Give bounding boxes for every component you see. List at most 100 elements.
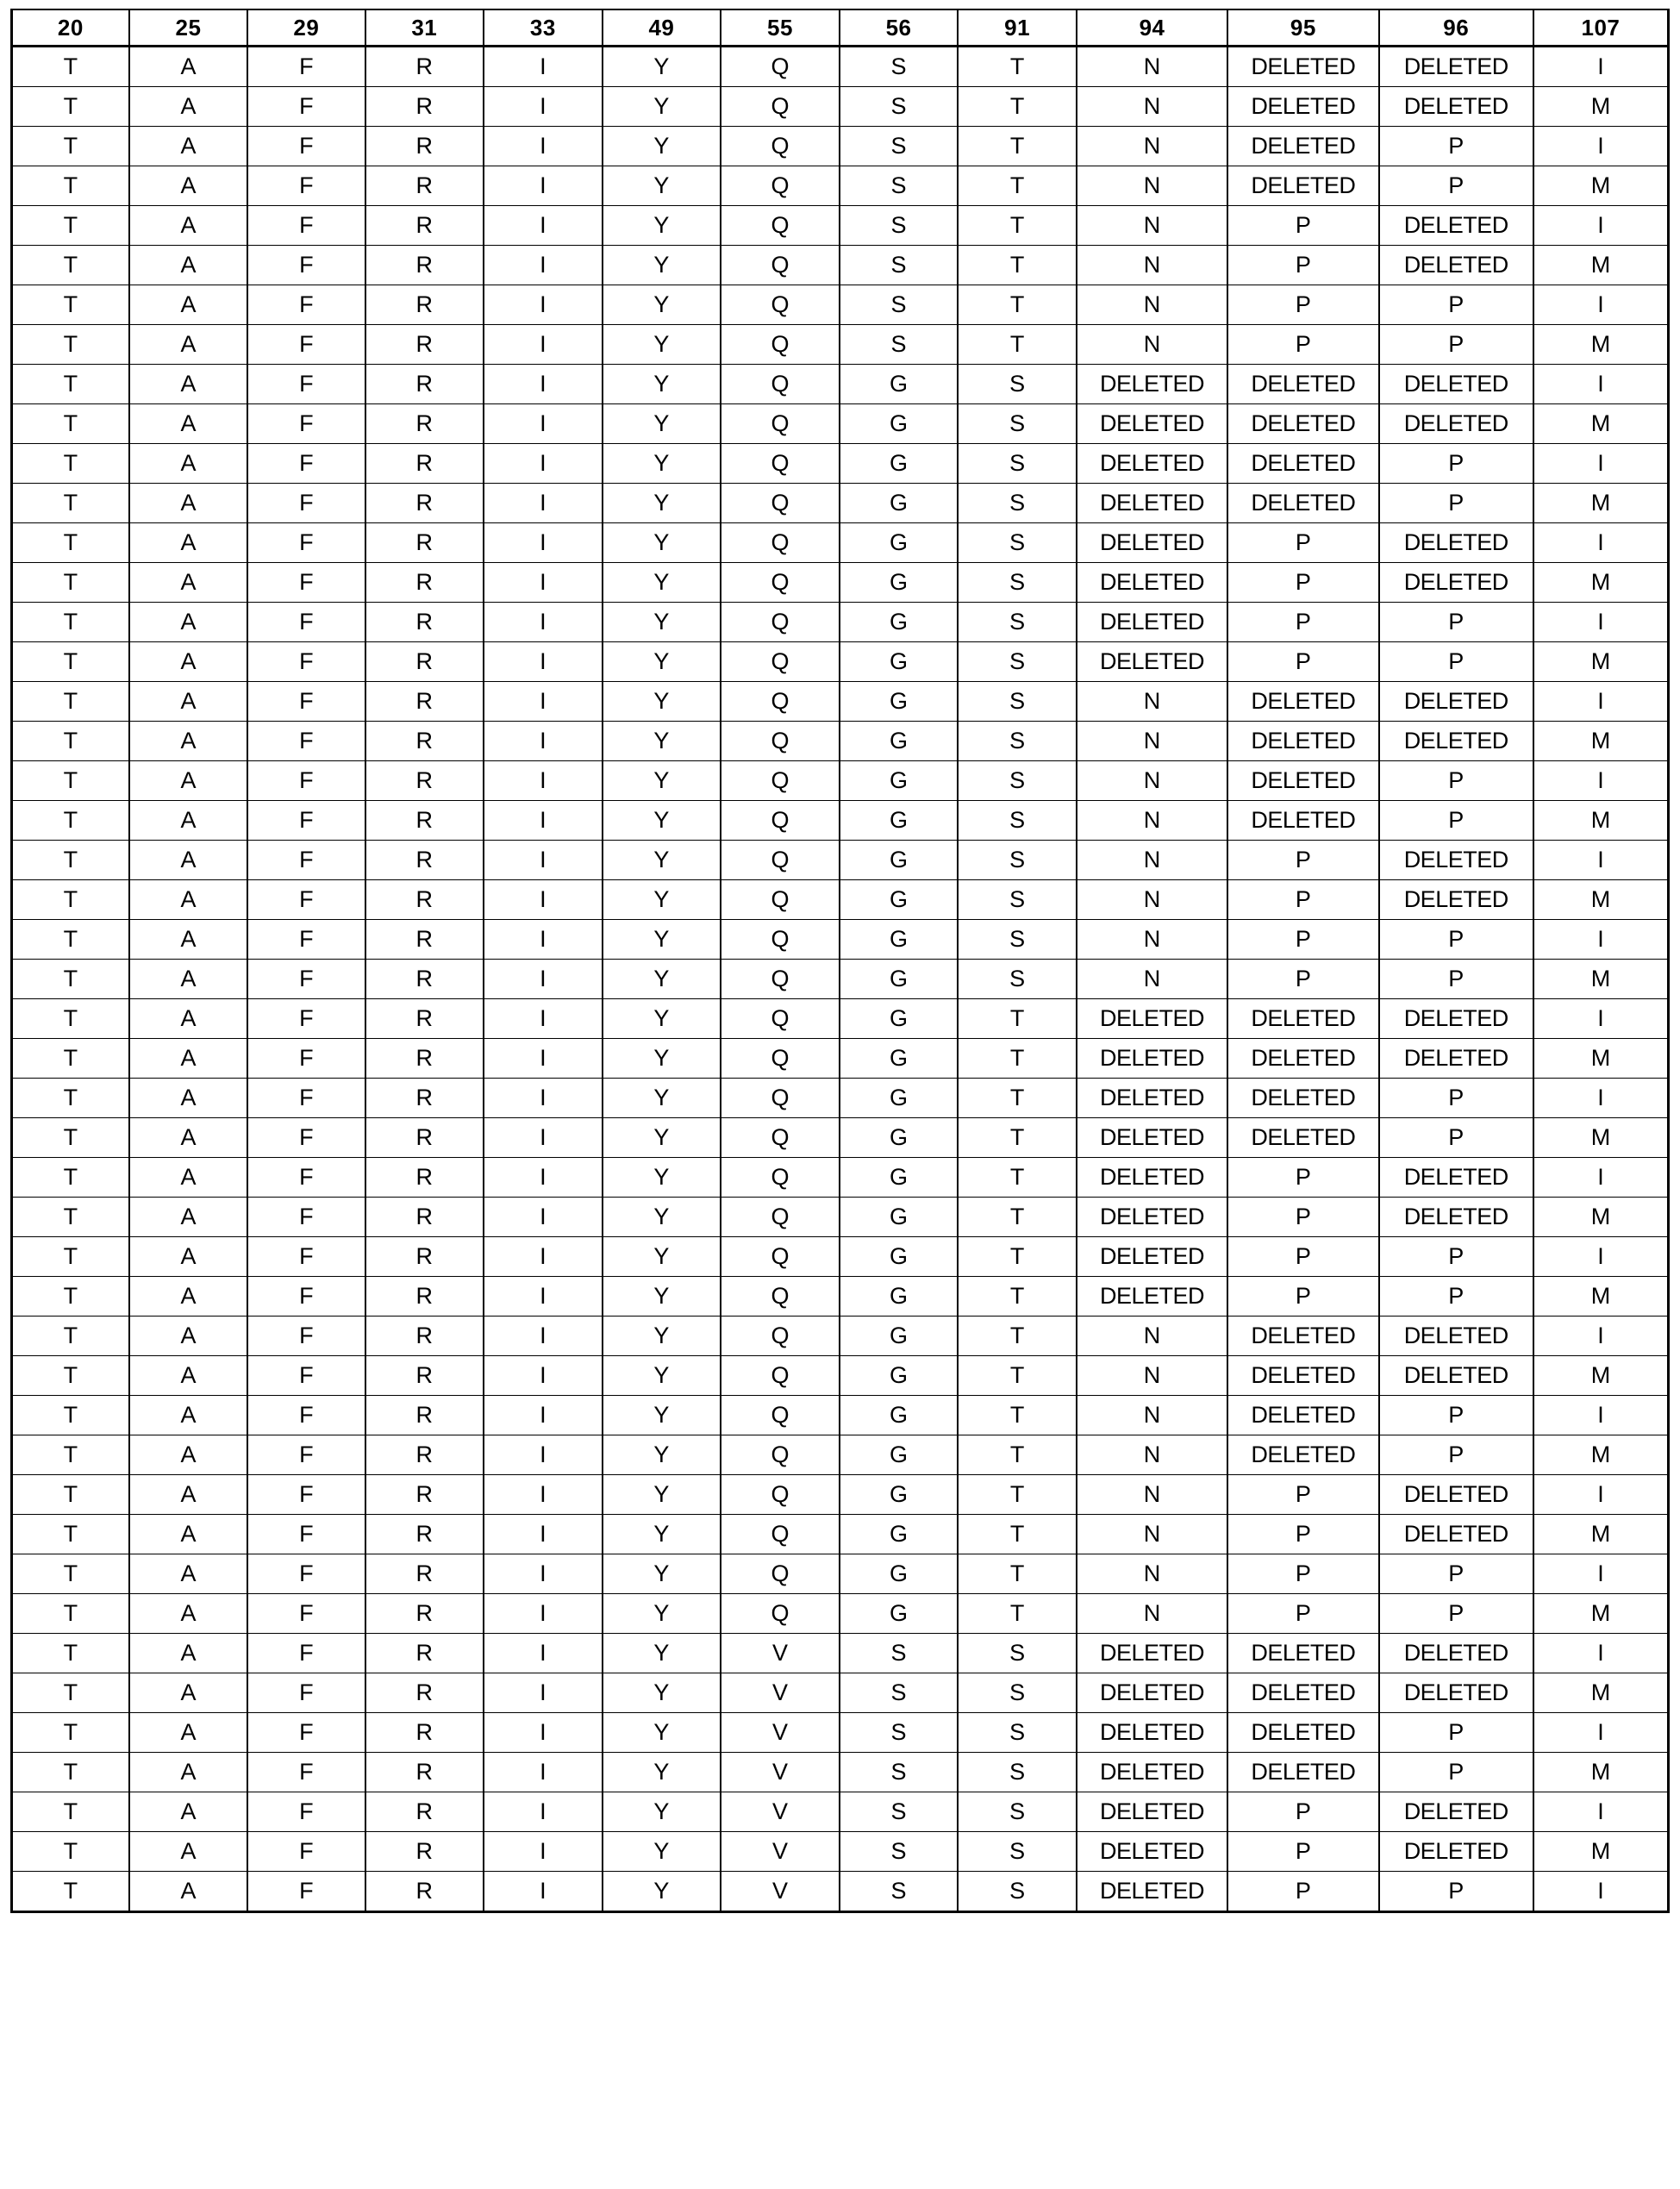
table-cell: A	[128, 1038, 249, 1079]
table-cell: S	[957, 681, 1077, 722]
table-cell: S	[957, 840, 1077, 880]
table-cell: T	[957, 1197, 1077, 1237]
table-cell: DELETED	[1075, 1752, 1229, 1792]
column-header: 107	[1532, 9, 1670, 47]
table-cell: DELETED	[1075, 443, 1229, 484]
table-cell: F	[247, 1673, 366, 1713]
table-cell: N	[1075, 1355, 1229, 1396]
column-header: 94	[1075, 9, 1229, 47]
table-cell: F	[247, 800, 366, 841]
table-cell: G	[838, 1316, 959, 1356]
table-cell: Y	[601, 45, 722, 87]
table-cell: N	[1075, 245, 1229, 285]
table-row: T A F R I Y Q G S DELETED P P M	[9, 641, 1670, 682]
table-cell: Y	[601, 1435, 722, 1475]
column-header: 25	[128, 9, 249, 47]
table-cell: A	[128, 1514, 249, 1554]
table-cell: F	[247, 443, 366, 484]
table-cell: N	[1075, 879, 1229, 920]
table-cell: P	[1377, 1078, 1534, 1118]
table-cell: DELETED	[1075, 562, 1229, 603]
table-cell: A	[128, 1395, 249, 1435]
table-cell: S	[838, 1712, 959, 1753]
table-cell: A	[128, 1157, 249, 1198]
table-cell: F	[247, 681, 366, 722]
table-cell: G	[838, 1276, 959, 1317]
table-cell: G	[838, 1395, 959, 1435]
table-cell: Q	[720, 1157, 840, 1198]
table-cell: T	[957, 1474, 1077, 1515]
table-cell: G	[838, 760, 959, 801]
table-cell: DELETED	[1227, 364, 1380, 404]
table-cell: Y	[601, 840, 722, 880]
table-cell: Q	[720, 1078, 840, 1118]
table-cell: Y	[601, 285, 722, 325]
table-cell: T	[9, 245, 130, 285]
table-cell: R	[364, 562, 485, 603]
table-cell: DELETED	[1227, 1673, 1380, 1713]
table-cell: I	[483, 641, 603, 682]
table-cell: I	[483, 1831, 603, 1872]
table-cell: S	[957, 1831, 1077, 1872]
table-cell: Q	[720, 126, 840, 166]
table-cell: I	[483, 1395, 603, 1435]
table-cell: I	[1532, 126, 1670, 166]
table-cell: I	[1532, 1316, 1670, 1356]
table-cell: Q	[720, 443, 840, 484]
table-cell: DELETED	[1227, 1038, 1380, 1079]
table-row: T A F R I Y Q G S DELETED P DELETED I	[9, 522, 1670, 563]
table-cell: G	[838, 1554, 959, 1594]
table-cell: Q	[720, 1593, 840, 1634]
table-cell: DELETED	[1377, 1038, 1534, 1079]
column-header: 20	[9, 9, 130, 47]
table-cell: A	[128, 1197, 249, 1237]
table-cell: Y	[601, 1633, 722, 1673]
table-cell: I	[1532, 443, 1670, 484]
table-cell: DELETED	[1227, 45, 1380, 87]
table-cell: I	[483, 800, 603, 841]
table-cell: G	[838, 879, 959, 920]
table-cell: Y	[601, 1474, 722, 1515]
table-cell: DELETED	[1227, 1435, 1380, 1475]
table-cell: G	[838, 919, 959, 960]
table-cell: I	[483, 1554, 603, 1594]
table-cell: I	[483, 522, 603, 563]
table-cell: T	[957, 1514, 1077, 1554]
table-cell: G	[838, 840, 959, 880]
table-cell: G	[838, 1474, 959, 1515]
table-cell: V	[720, 1673, 840, 1713]
table-cell: F	[247, 285, 366, 325]
table-cell: F	[247, 1633, 366, 1673]
table-cell: G	[838, 681, 959, 722]
table-cell: T	[957, 1554, 1077, 1594]
table-cell: Y	[601, 1712, 722, 1753]
table-cell: A	[128, 800, 249, 841]
table-cell: A	[128, 1871, 249, 1913]
table-cell: T	[957, 998, 1077, 1039]
table-cell: T	[9, 721, 130, 761]
table-cell: A	[128, 641, 249, 682]
table-cell: T	[9, 166, 130, 206]
table-cell: R	[364, 1554, 485, 1594]
table-cell: A	[128, 1831, 249, 1872]
table-row: T A F R I Y Q G S N DELETED P I	[9, 760, 1670, 801]
table-cell: I	[483, 1871, 603, 1913]
table-cell: Q	[720, 245, 840, 285]
table-cell: Y	[601, 1197, 722, 1237]
table-cell: M	[1532, 562, 1670, 603]
table-cell: F	[247, 1752, 366, 1792]
column-header: 29	[247, 9, 366, 47]
table-cell: F	[247, 1593, 366, 1634]
table-cell: Y	[601, 205, 722, 246]
table-row: T A F R I Y V S S DELETED P DELETED M	[9, 1831, 1670, 1872]
table-cell: G	[838, 562, 959, 603]
table-cell: Q	[720, 840, 840, 880]
table-cell: I	[1532, 1078, 1670, 1118]
table-cell: I	[483, 959, 603, 999]
table-cell: R	[364, 840, 485, 880]
table-cell: N	[1075, 959, 1229, 999]
table-cell: Y	[601, 483, 722, 523]
table-cell: R	[364, 602, 485, 642]
table-cell: A	[128, 443, 249, 484]
table-cell: R	[364, 1712, 485, 1753]
